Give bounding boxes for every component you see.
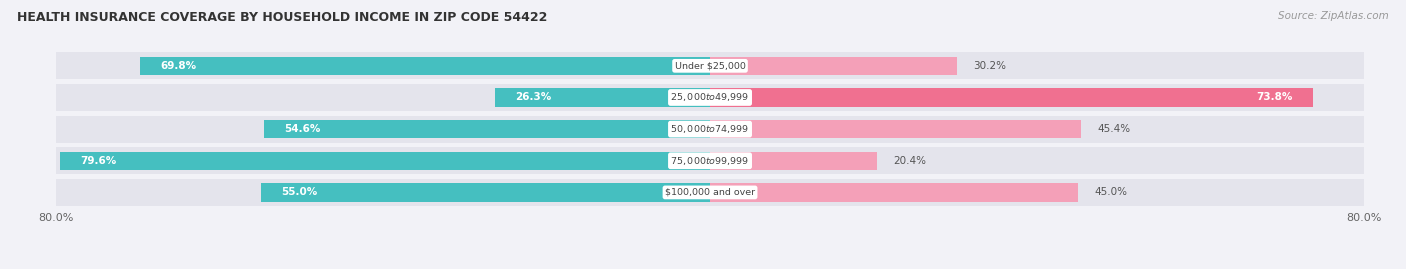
- Bar: [139, 57, 710, 75]
- Text: HEALTH INSURANCE COVERAGE BY HOUSEHOLD INCOME IN ZIP CODE 54422: HEALTH INSURANCE COVERAGE BY HOUSEHOLD I…: [17, 11, 547, 24]
- Text: $25,000 to $49,999: $25,000 to $49,999: [671, 91, 749, 104]
- Text: 79.6%: 79.6%: [80, 156, 117, 166]
- Bar: [59, 152, 710, 170]
- Text: 54.6%: 54.6%: [284, 124, 321, 134]
- Bar: [56, 52, 1364, 79]
- Text: 20.4%: 20.4%: [893, 156, 927, 166]
- Text: Source: ZipAtlas.com: Source: ZipAtlas.com: [1278, 11, 1389, 21]
- Bar: [56, 84, 1364, 111]
- Bar: [264, 120, 710, 138]
- Bar: [710, 88, 1313, 107]
- Bar: [495, 88, 710, 107]
- Text: 26.3%: 26.3%: [516, 93, 551, 102]
- Text: 45.4%: 45.4%: [1098, 124, 1130, 134]
- Text: 45.0%: 45.0%: [1094, 187, 1128, 197]
- Bar: [710, 57, 957, 75]
- Bar: [260, 183, 710, 201]
- Text: 55.0%: 55.0%: [281, 187, 318, 197]
- Text: $50,000 to $74,999: $50,000 to $74,999: [671, 123, 749, 135]
- Bar: [710, 152, 877, 170]
- Text: $75,000 to $99,999: $75,000 to $99,999: [671, 155, 749, 167]
- Text: Under $25,000: Under $25,000: [675, 61, 745, 70]
- Text: $100,000 and over: $100,000 and over: [665, 188, 755, 197]
- Bar: [710, 183, 1078, 201]
- Text: 69.8%: 69.8%: [160, 61, 197, 71]
- Bar: [56, 147, 1364, 174]
- Bar: [56, 179, 1364, 206]
- Bar: [710, 120, 1081, 138]
- Text: 73.8%: 73.8%: [1257, 93, 1292, 102]
- Bar: [56, 115, 1364, 143]
- Text: 30.2%: 30.2%: [973, 61, 1007, 71]
